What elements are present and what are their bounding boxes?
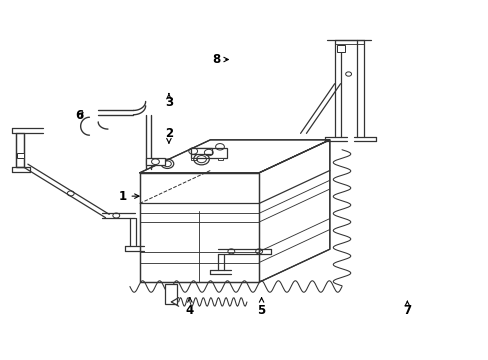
Bar xyxy=(190,158,196,161)
Text: 2: 2 xyxy=(164,127,173,143)
Bar xyxy=(164,284,177,304)
Bar xyxy=(190,148,212,154)
Text: 6: 6 xyxy=(76,109,83,122)
Text: 3: 3 xyxy=(164,94,173,109)
Bar xyxy=(190,148,227,158)
Bar xyxy=(17,153,23,158)
Text: 7: 7 xyxy=(403,301,410,318)
Text: 4: 4 xyxy=(185,298,194,318)
Polygon shape xyxy=(16,134,24,167)
Text: 5: 5 xyxy=(257,298,265,318)
Polygon shape xyxy=(259,140,329,282)
Bar xyxy=(217,158,223,161)
Polygon shape xyxy=(140,140,329,173)
Text: 1: 1 xyxy=(118,190,139,203)
Text: 8: 8 xyxy=(211,53,228,66)
Bar xyxy=(145,158,165,165)
Polygon shape xyxy=(140,173,259,282)
Bar xyxy=(336,45,344,52)
